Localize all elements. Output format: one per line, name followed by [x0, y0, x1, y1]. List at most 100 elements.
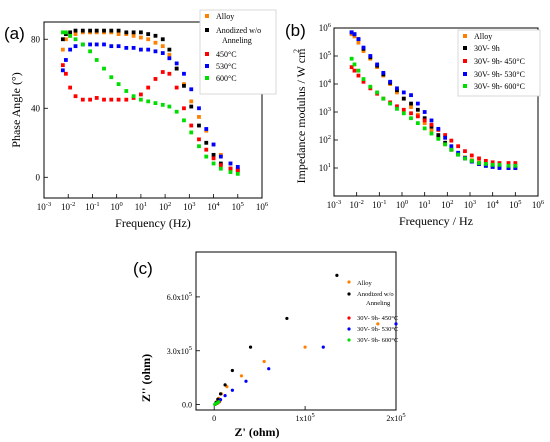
- panel-b-series4-point: [443, 142, 448, 147]
- panel-b-x-tick-label: 105: [509, 199, 521, 210]
- panel-a-series2-point: [182, 106, 186, 111]
- legend-marker-600: [205, 76, 209, 80]
- panel-a-series1-point: [80, 28, 85, 33]
- panel-b-series4-point: [429, 131, 434, 136]
- panel-a-series4-point: [197, 144, 201, 149]
- panel-b-series4-point: [401, 111, 406, 116]
- panel-a-series4-point: [235, 171, 240, 176]
- panel-b-y-tick-label: 101: [319, 162, 331, 173]
- panel-c-series3-point: [394, 322, 398, 326]
- legend-b-label-600: 30V- 9h- 600°C: [474, 82, 525, 91]
- panel-c-series3-point: [218, 397, 223, 402]
- panel-a-series0-point: [160, 44, 165, 49]
- panel-a-series2-point: [60, 63, 65, 68]
- panel-a-series2-point: [102, 97, 106, 102]
- panel-c-series3-point: [321, 345, 325, 349]
- panel-a-series2-point: [160, 70, 165, 74]
- panel-a-series2-point: [109, 97, 114, 102]
- legend-c-marker-600: [347, 338, 351, 342]
- panel-b-x-tick-label: 10-2: [349, 199, 363, 210]
- panel-b-y-axis-title-sup: 2: [292, 49, 301, 53]
- panel-b-series4-point: [513, 163, 518, 168]
- panel-b-series4-point: [463, 156, 467, 161]
- panel-b-series2-point: [356, 73, 361, 78]
- panel-a-series0-point: [167, 52, 172, 57]
- legend-b-marker-alloy: [463, 34, 467, 38]
- panel-b-series4-point: [490, 162, 495, 167]
- panel-a-series2-point: [197, 137, 201, 142]
- legend-b-label-530: 30V- 9h- 530°C: [474, 70, 525, 79]
- panel-a-series2-point: [63, 71, 68, 76]
- panel-a-series1-point: [109, 28, 114, 33]
- panel-a-label: (a): [4, 24, 25, 43]
- panel-c-x-ticks: 0 1x105 2x105: [212, 406, 406, 423]
- legend-b-label-30v: 30V- 9h: [474, 44, 500, 53]
- legend-label-anodized-cont: Anneling: [222, 36, 252, 45]
- legend-c-marker-450: [347, 316, 351, 320]
- panel-b-series4-point: [477, 161, 481, 165]
- legend-c-label-alloy: Alloy: [357, 280, 373, 287]
- panel-b-series4-point: [381, 96, 386, 101]
- panel-a-series2-point: [228, 166, 233, 171]
- panel-a-series2-point: [73, 94, 78, 99]
- panel-a-series4-point: [116, 82, 121, 87]
- legend-label-anodized: Anodized w/o: [216, 26, 261, 35]
- panel-a-series4-point: [73, 37, 78, 42]
- panel-c-y-tick-label: 0.0: [182, 401, 192, 410]
- panel-b-series2-point: [422, 118, 427, 123]
- panel-b-series3-point: [415, 101, 420, 106]
- panel-a-series3-point: [109, 44, 114, 49]
- panel-c-y-ticks: 0.0 3.0x105 6.0x105: [167, 291, 200, 410]
- panel-b-series1-point: [436, 133, 441, 137]
- panel-a-series2-point: [189, 123, 194, 128]
- panel-b-series0-point: [422, 121, 427, 126]
- panel-b-series0-point: [395, 90, 399, 95]
- panel-a: (a) 10-3 10-2 10-1 100 101 102 103 104 105 106 0 4…: [4, 9, 277, 230]
- panel-a-series3-point: [60, 68, 65, 73]
- panel-a-series4-point: [204, 154, 209, 159]
- panel-b-x-tick-label: 10-1: [372, 199, 386, 210]
- panel-b-series2-point: [395, 104, 399, 109]
- panel-a-series4-point: [174, 109, 179, 114]
- panel-b-series2-point: [513, 161, 518, 165]
- legend-label-530: 530°C: [216, 62, 237, 71]
- panel-a-x-tick-label: 103: [183, 201, 195, 212]
- panel-a-series3-point: [68, 47, 73, 52]
- panel-b-series4-point: [352, 62, 357, 67]
- panel-b-series3-point: [497, 166, 502, 170]
- panel-a-series1-point: [211, 152, 216, 157]
- panel-a-series0-point: [153, 40, 158, 45]
- panel-a-series1-point: [189, 104, 194, 109]
- panel-b-series2-point: [443, 133, 448, 137]
- panel-a-x-tick-label: 105: [232, 201, 244, 212]
- panel-b-series3-point: [375, 62, 380, 67]
- panel-a-x-tick-label: 106: [256, 201, 269, 212]
- panel-b-series3-point: [361, 45, 366, 50]
- panel-b-series3-point: [401, 90, 406, 95]
- panel-b-label: (b): [285, 21, 306, 40]
- panel-b-series3-point: [409, 93, 413, 98]
- panel-b-series4-point: [375, 90, 380, 95]
- panel-b-series0-point: [429, 128, 434, 133]
- panel-b-series1-point: [415, 107, 420, 112]
- panel-a-series3-point: [197, 106, 201, 111]
- legend-c-label-anodized: Anodized w/o: [357, 291, 394, 298]
- panel-c-series1-point: [223, 383, 227, 387]
- panel-a-series1-point: [116, 28, 121, 33]
- panel-c-series1-point: [335, 273, 339, 277]
- panel-b-series2-point: [506, 161, 511, 165]
- panel-a-series3-point: [235, 165, 240, 169]
- panel-b-series2-point: [401, 107, 406, 112]
- panel-b-series4-point: [449, 147, 454, 152]
- panel-b-y-tick-label: 105: [319, 50, 331, 61]
- panel-a-series2-point: [68, 85, 73, 90]
- panel-a-series3-point: [182, 71, 186, 76]
- panel-a-series0-point: [63, 37, 68, 42]
- panel-b-series4-point: [388, 101, 393, 106]
- panel-c: (c) 0 1x105 2x105 0.0 3.0x105 6.0x105 Z' (oh…: [133, 251, 406, 439]
- panel-b-y-tick-label: 106: [319, 22, 332, 33]
- panel-a-series1-point: [204, 140, 209, 145]
- panel-a-series3-point: [174, 61, 179, 66]
- panel-a-series3-point: [138, 47, 143, 52]
